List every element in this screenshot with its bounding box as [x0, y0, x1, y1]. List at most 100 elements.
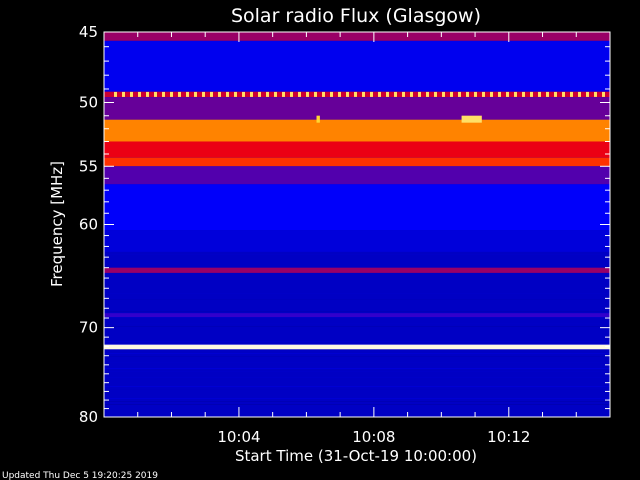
interference-dot [386, 91, 389, 97]
interference-dot [154, 91, 157, 97]
y-tick-label: 45 [79, 23, 98, 41]
interference-dot [250, 91, 253, 97]
interference-dot [322, 91, 325, 97]
spectrogram-texture-line [104, 401, 610, 402]
axes: 45 50 55 60 70 80 10:04 10:08 10:12 [79, 23, 611, 446]
spectrogram-texture-line [104, 299, 610, 300]
interference-dot [266, 91, 269, 97]
interference-dot [586, 91, 589, 97]
interference-dot [114, 91, 117, 97]
interference-dot [514, 91, 517, 97]
interference-dot [442, 91, 445, 97]
interference-dot [274, 91, 277, 97]
x-tick-label: 10:12 [487, 428, 530, 446]
interference-dot [562, 91, 565, 97]
spectrogram-texture-line [104, 362, 610, 363]
updated-timestamp: Updated Thu Dec 5 19:20:25 2019 [2, 471, 158, 480]
interference-dot [226, 91, 229, 97]
burst-feature [461, 115, 482, 123]
frequency-band [104, 40, 610, 92]
interference-dot [210, 91, 213, 97]
y-tick-label: 60 [79, 216, 98, 234]
interference-dot [194, 91, 197, 97]
frequency-band [104, 166, 610, 185]
y-axis-label: Frequency [MHz] [48, 161, 66, 287]
interference-dot [354, 91, 357, 97]
y-tick-label: 55 [79, 157, 98, 175]
interference-dot [434, 91, 437, 97]
interference-dot [450, 91, 453, 97]
interference-dot [218, 91, 221, 97]
interference-dot [594, 91, 597, 97]
spectrogram-texture-line [104, 293, 610, 294]
interference-dot [234, 91, 237, 97]
interference-dot [138, 91, 141, 97]
interference-dot [330, 91, 333, 97]
spectrogram-texture-line [104, 356, 610, 357]
interference-dot [378, 91, 381, 97]
spectrogram-texture-line [104, 398, 610, 399]
interference-dot [546, 91, 549, 97]
y-tick-label: 80 [79, 408, 98, 426]
spectrogram-texture-line [104, 344, 610, 345]
interference-dot [186, 91, 189, 97]
interference-dot [410, 91, 413, 97]
interference-dot [498, 91, 501, 97]
interference-dot [578, 91, 581, 97]
interference-dot [258, 91, 261, 97]
interference-dot [290, 91, 293, 97]
interference-dot [282, 91, 285, 97]
interference-dot [146, 91, 149, 97]
frequency-band [104, 32, 610, 41]
spectrogram-texture-line [104, 404, 610, 405]
chart-title: Solar radio Flux (Glasgow) [231, 5, 481, 27]
interference-dot [570, 91, 573, 97]
interference-dot [522, 91, 525, 97]
interference-dot [394, 91, 397, 97]
burst-feature [316, 115, 320, 123]
interference-dot [170, 91, 173, 97]
x-tick-label: 10:04 [217, 428, 260, 446]
frequency-band [104, 157, 610, 167]
interference-dot [314, 91, 317, 97]
spectrogram-texture-line [104, 317, 610, 318]
interference-dot [474, 91, 477, 97]
spectrogram-texture-line [104, 254, 610, 255]
frequency-band [104, 267, 610, 273]
interference-dot [370, 91, 373, 97]
spectrogram-texture-line [104, 323, 610, 324]
interference-dot [362, 91, 365, 97]
spectrogram-texture-line [104, 389, 610, 390]
interference-dot [402, 91, 405, 97]
interference-dot [306, 91, 309, 97]
interference-dot [298, 91, 301, 97]
interference-dot [338, 91, 341, 97]
frequency-band [104, 344, 610, 350]
spectrogram-texture-line [104, 353, 610, 354]
x-axis-label: Start Time (31-Oct-19 10:00:00) [235, 447, 477, 465]
interference-dot [122, 91, 125, 97]
interference-dot [466, 91, 469, 97]
interference-dot [162, 91, 165, 97]
y-tick-label: 70 [79, 319, 98, 337]
plot-area [104, 32, 610, 417]
interference-dot [202, 91, 205, 97]
frequency-band [104, 313, 610, 318]
interference-dot [130, 91, 133, 97]
x-tick-label: 10:08 [352, 428, 395, 446]
interference-dot [458, 91, 461, 97]
spectrogram-texture-line [104, 377, 610, 378]
interference-dot [530, 91, 533, 97]
interference-dot [242, 91, 245, 97]
interference-dot [602, 91, 605, 97]
spectrogram-texture-line [104, 326, 610, 327]
frequency-band [104, 184, 610, 231]
frequency-band [104, 119, 610, 142]
spectrogram-texture-line [104, 368, 610, 369]
spectrogram-texture-line [104, 311, 610, 312]
spectrogram-texture-line [104, 386, 610, 387]
interference-dot [506, 91, 509, 97]
interference-dot [426, 91, 429, 97]
interference-dot [490, 91, 493, 97]
